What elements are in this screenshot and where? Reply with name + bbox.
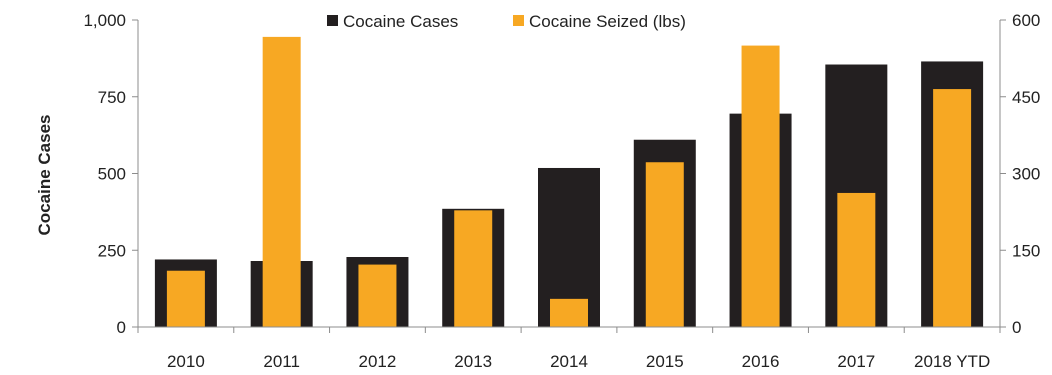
x-tick-label-7: 2017: [837, 352, 875, 371]
x-tick-label-0: 2010: [167, 352, 205, 371]
x-tick-label-2: 2012: [359, 352, 397, 371]
y-axis-title: Cocaine Cases: [35, 115, 54, 236]
left-tick-label-4: 1,000: [83, 11, 126, 30]
x-tick-label-5: 2015: [646, 352, 684, 371]
bar-cocaine-seized-0: [166, 270, 205, 327]
right-tick-label-3: 450: [1012, 88, 1040, 107]
left-tick-label-3: 750: [98, 88, 126, 107]
left-tick-label-2: 500: [98, 165, 126, 184]
legend-swatch-cocaine-cases: [327, 15, 338, 26]
bar-cocaine-seized-8: [933, 89, 972, 327]
bar-cocaine-seized-3: [454, 210, 493, 327]
right-tick-label-4: 600: [1012, 11, 1040, 30]
x-tick-label-6: 2016: [742, 352, 780, 371]
bar-cocaine-seized-5: [645, 162, 684, 327]
legend-label-cocaine-cases: Cocaine Cases: [343, 12, 458, 31]
right-axis: 0 150 300 450 600: [999, 11, 1040, 337]
left-tick-label-1: 250: [98, 241, 126, 260]
plot-area: [154, 36, 984, 327]
bar-cocaine-seized-6: [741, 45, 780, 327]
legend-swatch-cocaine-seized: [513, 15, 524, 26]
right-tick-label-0: 0: [1012, 318, 1021, 337]
bar-cocaine-seized-1: [262, 36, 301, 327]
bar-cocaine-seized-2: [358, 264, 397, 327]
left-tick-label-0: 0: [117, 318, 126, 337]
legend-label-cocaine-seized: Cocaine Seized (lbs): [529, 12, 686, 31]
x-tick-label-4: 2014: [550, 352, 588, 371]
x-axis: 2010 2011 2012 2013 2014 2015 2016 2017 2018 YTD: [137, 326, 1001, 371]
x-tick-label-1: 2011: [263, 352, 300, 371]
x-tick-label-3: 2013: [454, 352, 492, 371]
right-tick-label-1: 150: [1012, 241, 1040, 260]
right-tick-label-2: 300: [1012, 165, 1040, 184]
bar-cocaine-seized-4: [550, 298, 588, 327]
bar-cocaine-seized-7: [837, 192, 876, 327]
legend: Cocaine Cases Cocaine Seized (lbs): [327, 12, 686, 31]
x-tick-label-8: 2018 YTD: [914, 352, 990, 371]
left-axis: 0 250 500 750 1,000: [83, 11, 139, 337]
